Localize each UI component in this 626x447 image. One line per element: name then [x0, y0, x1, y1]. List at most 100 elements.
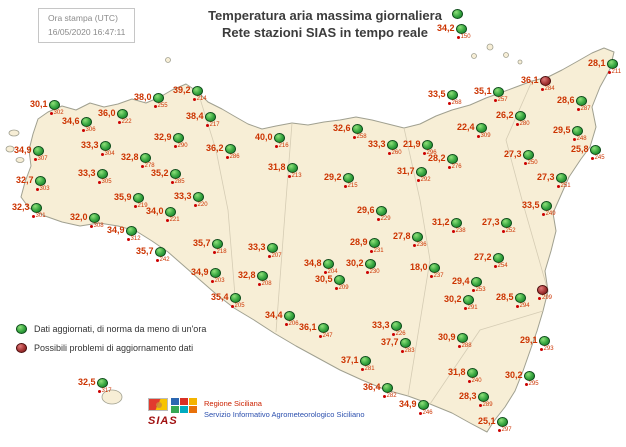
station-id: 302	[53, 110, 64, 116]
station-marker: 33,3 305	[78, 168, 112, 186]
ok-marker-icon	[351, 124, 363, 134]
ok-marker-icon	[606, 59, 618, 69]
ok-marker-icon	[415, 167, 427, 177]
station-id: 240	[471, 378, 482, 384]
ok-marker-icon	[368, 238, 380, 248]
station-temp: 34,9	[107, 225, 125, 235]
ok-marker-icon	[399, 338, 411, 348]
station-location-dot	[170, 180, 174, 184]
station-temp: 33,3	[372, 320, 390, 330]
station-temp: 33,3	[78, 168, 96, 178]
station-temp: 30,2	[444, 294, 462, 304]
station-id: 230	[369, 269, 380, 275]
station-marker: 32,8 208	[238, 271, 272, 288]
station-temp: 30,1	[30, 99, 48, 109]
station-marker: 28,3 289	[459, 392, 493, 409]
station-location-dot	[572, 137, 576, 141]
pantelleria-island	[101, 389, 123, 405]
station-marker: 34,8 204	[304, 259, 338, 276]
station-temp: 36,1	[299, 322, 317, 332]
station-temp: 22,4	[457, 122, 475, 132]
warn-marker-icon	[537, 285, 548, 295]
station-location-dot	[524, 382, 528, 386]
station-id: 238	[455, 228, 466, 234]
station-id: 248	[576, 136, 587, 142]
station-marker: 34,0 221	[146, 207, 180, 224]
ok-marker-icon	[390, 321, 402, 331]
station-marker: 32,3 301	[12, 203, 46, 220]
ok-marker-icon	[466, 368, 478, 378]
station-id: 252	[505, 228, 516, 234]
sias-pixel-logo-icon	[171, 398, 197, 413]
ok-marker-icon	[96, 169, 108, 179]
warn-marker-icon	[539, 76, 551, 86]
station-temp: 33,3	[248, 242, 266, 252]
station-location-dot	[447, 165, 451, 169]
ok-marker-icon	[152, 93, 164, 103]
station-location-dot	[365, 270, 369, 274]
station-id: 214	[196, 96, 207, 102]
station-temp: 34,9	[191, 267, 209, 277]
station-marker: 30,1 302	[30, 99, 64, 117]
station-marker: 299	[536, 285, 552, 301]
ok-marker-icon	[514, 293, 526, 303]
station-id: 307	[37, 156, 48, 162]
station-id: 308	[93, 223, 104, 229]
station-location-dot	[97, 389, 101, 393]
station-marker: 34,9 307	[14, 146, 48, 163]
ok-marker-icon	[154, 247, 166, 257]
station-temp: 28,5	[496, 292, 514, 302]
ok-marker-icon	[204, 112, 216, 122]
ok-marker-icon	[446, 154, 458, 164]
station-marker: 33,3 220	[174, 192, 208, 209]
station-marker: 25,8 245	[571, 145, 605, 162]
station-marker: 34,4 206	[265, 311, 299, 328]
ok-marker-icon	[169, 169, 181, 179]
legend-ok-row: Dati aggiornati, di norma da meno di un'…	[16, 324, 206, 334]
station-id: 247	[322, 333, 333, 339]
station-marker: 34,6 306	[62, 117, 96, 134]
ok-marker-icon	[450, 218, 462, 228]
ok-marker-icon	[80, 117, 92, 127]
station-id: 217	[209, 122, 220, 128]
station-marker: 32,6 258	[333, 124, 367, 141]
station-location-dot	[418, 411, 422, 415]
page-title: Temperatura aria massima giornaliera Ret…	[178, 8, 472, 42]
station-temp: 28,1	[588, 58, 606, 68]
station-temp: 32,5	[78, 377, 96, 387]
station-id: 220	[197, 202, 208, 208]
ok-marker-icon	[428, 263, 440, 273]
station-temp: 27,8	[393, 231, 411, 241]
print-time-value: 16/05/2020 16:47:11	[48, 26, 126, 37]
station-location-dot	[497, 428, 501, 432]
station-id: 284	[544, 86, 555, 92]
ok-marker-icon	[96, 378, 108, 388]
station-temp: 27,2	[474, 252, 492, 262]
station-marker: 34,9 246	[399, 400, 433, 417]
station-temp: 36,4	[363, 382, 381, 392]
station-temp: 35,1	[474, 86, 492, 96]
station-id: 218	[216, 249, 227, 255]
ok-marker-icon	[523, 371, 535, 381]
station-id: 251	[560, 183, 571, 189]
station-marker: 36,1 247	[299, 322, 333, 340]
station-location-dot	[230, 304, 234, 308]
station-temp: 28,2	[428, 153, 446, 163]
station-id: 276	[451, 164, 462, 170]
station-id: 291	[467, 305, 478, 311]
station-marker: 32,5 317	[78, 377, 112, 395]
ok-marker-icon	[172, 133, 184, 143]
station-marker: 37,7 283	[381, 338, 415, 355]
station-marker: 36,2 286	[206, 144, 240, 161]
ok-marker-icon	[286, 163, 298, 173]
station-marker: 30,5 209	[315, 275, 349, 292]
station-location-dot	[412, 243, 416, 247]
ok-marker-icon	[381, 383, 393, 393]
station-id: 304	[104, 151, 115, 157]
ok-marker-icon	[455, 24, 467, 34]
station-id: 222	[121, 119, 132, 125]
station-id: 206	[288, 321, 299, 327]
station-location-dot	[451, 229, 455, 233]
station-id: 280	[519, 121, 530, 127]
station-location-dot	[49, 111, 53, 115]
